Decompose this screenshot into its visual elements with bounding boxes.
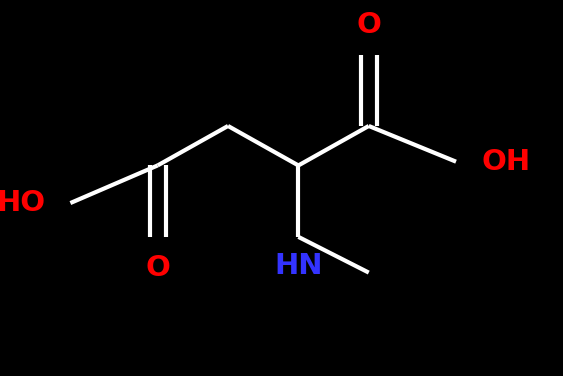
Text: OH: OH bbox=[481, 148, 530, 176]
Text: HO: HO bbox=[0, 189, 45, 217]
Text: HN: HN bbox=[274, 252, 323, 280]
Text: O: O bbox=[145, 254, 170, 282]
Text: O: O bbox=[356, 12, 381, 39]
